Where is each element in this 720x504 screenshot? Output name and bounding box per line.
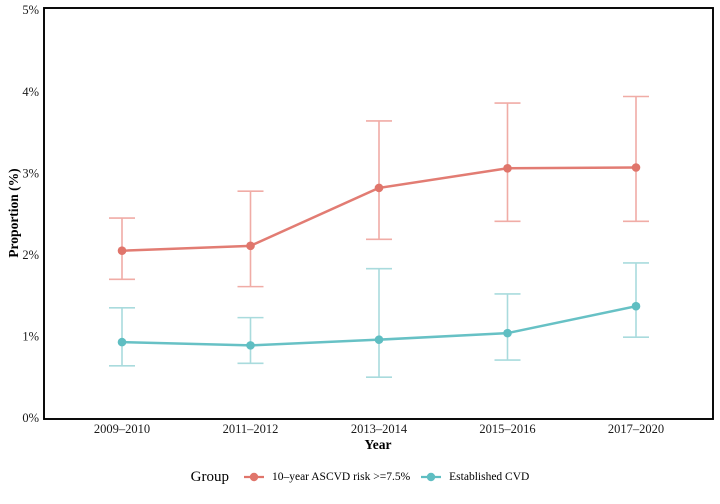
legend-entry-cvd: Established CVD — [420, 471, 529, 483]
x-tick-label: 2009–2010 — [94, 422, 150, 436]
x-tick-label: 2013–2014 — [351, 422, 408, 436]
legend-entry-ascvd-label: 10–year ASCVD risk >=7.5% — [271, 471, 411, 483]
data-point — [117, 337, 127, 347]
data-point — [631, 163, 641, 172]
x-tick-label: 2017–2020 — [608, 422, 664, 436]
y-tick-label: 5% — [22, 3, 39, 17]
data-point — [503, 328, 512, 338]
legend-entry-cvd-label: Established CVD — [449, 471, 530, 483]
y-tick-label: 3% — [22, 166, 39, 180]
x-tick-label: 2011–2012 — [223, 422, 279, 436]
legend-key-ascvd-icon — [243, 472, 264, 482]
legend-title: Group — [190, 468, 229, 485]
plot-panel-border — [43, 7, 714, 420]
y-tick-label: 2% — [22, 248, 39, 262]
data-point — [374, 183, 384, 193]
data-point — [374, 335, 384, 344]
data-point — [503, 164, 512, 173]
legend-entry-ascvd: 10–year ASCVD risk >=7.5% — [243, 471, 410, 483]
x-tick-label: 2015–2016 — [479, 422, 535, 436]
data-point — [631, 301, 641, 311]
data-point — [246, 341, 255, 350]
data-point — [117, 246, 127, 256]
data-point — [246, 241, 255, 251]
legend: Group 10–year ASCVD risk >=7.5% Establis… — [0, 464, 720, 490]
y-tick-label: 0% — [22, 411, 39, 425]
y-tick-label: 4% — [22, 85, 39, 99]
y-tick-label: 1% — [22, 330, 39, 344]
x-axis-title: Year — [364, 437, 392, 452]
legend-key-cvd-icon — [421, 472, 442, 482]
y-axis-title: Proportion (%) — [6, 168, 21, 258]
